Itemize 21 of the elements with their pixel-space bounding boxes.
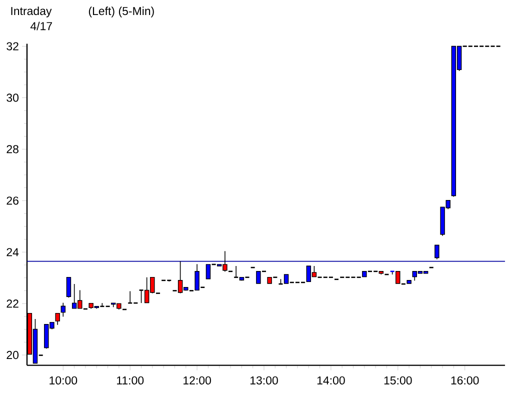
x-tick-label: 11:00 bbox=[117, 376, 144, 384]
y-tick-label: 32 bbox=[6, 42, 18, 50]
text: 4/17 bbox=[30, 22, 52, 30]
x-tick-label: 15:00 bbox=[384, 376, 412, 384]
x-tick-label: 10:00 bbox=[50, 376, 78, 384]
y-tick-label: 26 bbox=[6, 196, 18, 205]
x-tick-label: 12:00 bbox=[184, 376, 211, 384]
text: Intraday bbox=[11, 6, 52, 18]
y-tick-label: 28 bbox=[6, 145, 18, 154]
candlestick bbox=[55, 312, 60, 326]
x-tick-label: 16:00 bbox=[451, 376, 479, 384]
y-tick-label: 20 bbox=[6, 350, 19, 360]
y-tick-label: 22 bbox=[6, 300, 18, 308]
x-tick-label: 14:00 bbox=[317, 376, 345, 384]
candlestick bbox=[66, 276, 72, 298]
candlestick bbox=[60, 302, 66, 318]
y-tick-label: 30 bbox=[6, 94, 19, 102]
y-tick-label: 24 bbox=[6, 248, 19, 256]
candlestick bbox=[434, 244, 440, 260]
chart-title: (Left) (5-Min) bbox=[88, 6, 154, 18]
x-tick-label: 13:00 bbox=[250, 376, 278, 384]
